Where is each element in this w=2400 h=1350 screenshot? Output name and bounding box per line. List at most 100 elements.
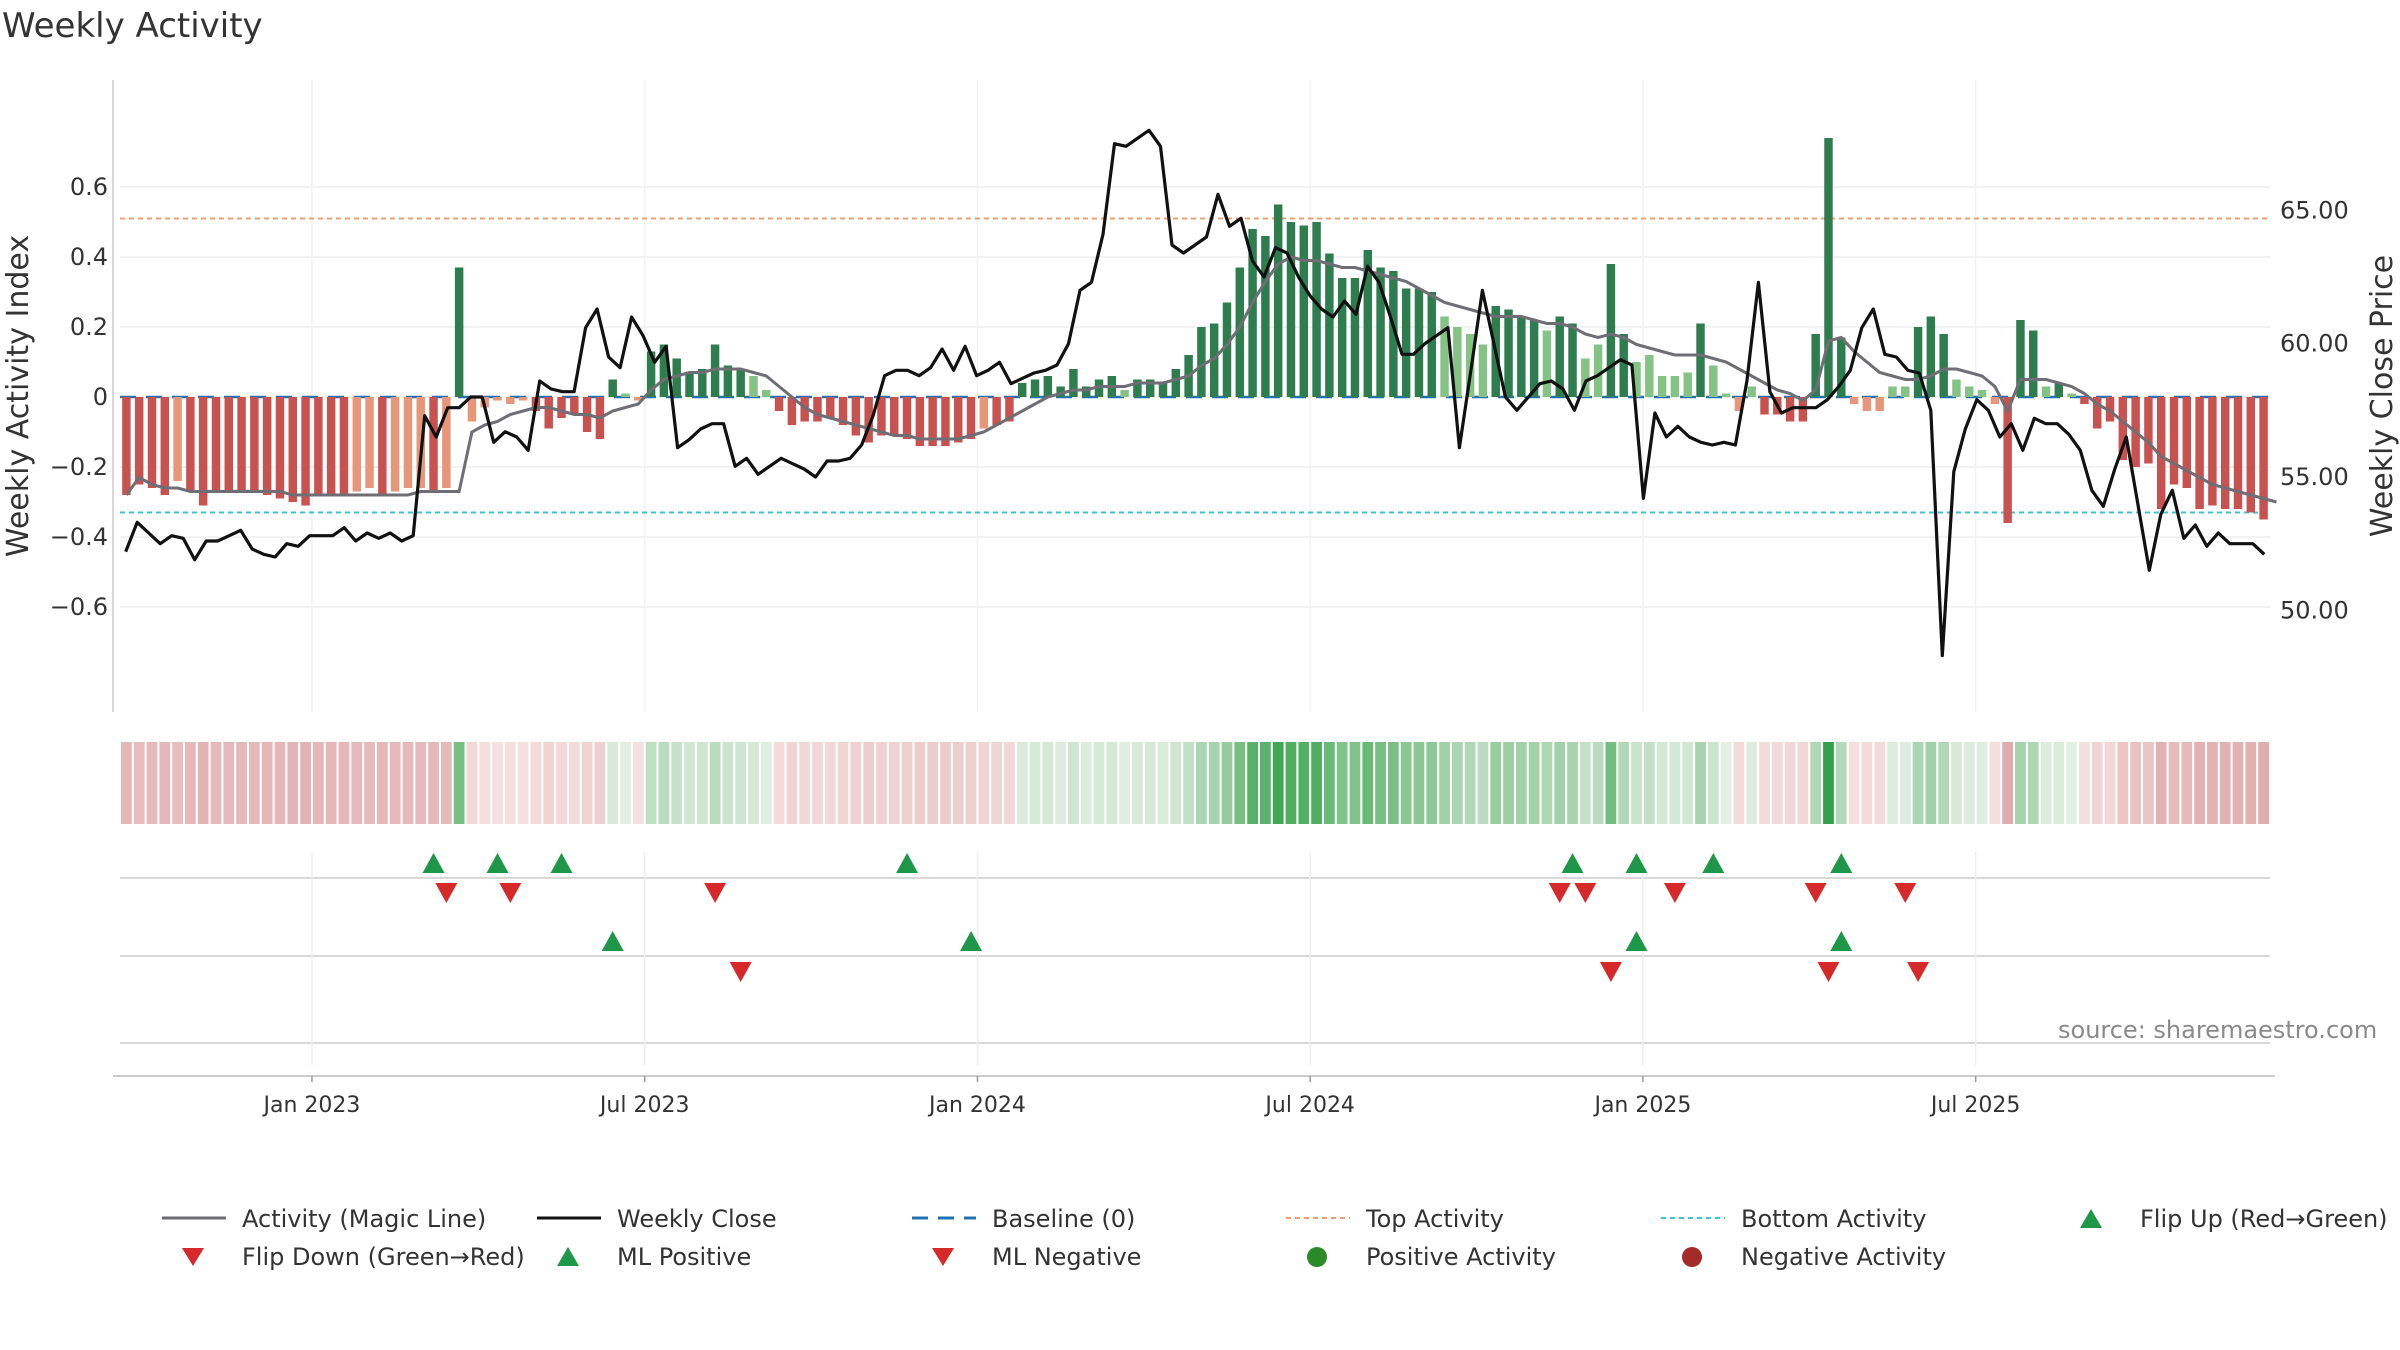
flip-down-marker: [1548, 883, 1571, 903]
heat-cell: [274, 742, 286, 824]
activity-bar: [1453, 327, 1462, 397]
heat-cell: [2181, 742, 2193, 824]
y-tick-label: 0.4: [70, 243, 108, 271]
y-axis-label: Weekly Activity Index: [1, 235, 36, 557]
heat-cell: [1874, 742, 1886, 824]
heat-cell: [1631, 742, 1642, 824]
activity-bar: [1248, 229, 1257, 397]
activity-bar: [1376, 267, 1385, 397]
activity-bar: [1145, 379, 1155, 397]
heat-cell: [2117, 742, 2129, 824]
heat-cell: [415, 742, 427, 824]
heat-cell: [978, 742, 990, 824]
legend-label: ML Positive: [617, 1243, 752, 1271]
activity-bar: [2016, 320, 2025, 397]
activity-bar: [1401, 288, 1411, 397]
activity-bar: [966, 397, 976, 439]
activity-bar: [915, 397, 925, 446]
x-tick-label: Jul 2023: [598, 1093, 690, 1118]
ml-positive-marker: [960, 931, 983, 951]
heat-cell: [607, 742, 619, 824]
activity-bar: [838, 397, 848, 425]
heat-cell: [376, 742, 388, 824]
y2-tick-label: 65.00: [2280, 196, 2349, 224]
flip-up-marker: [1830, 853, 1853, 873]
heat-cell: [1208, 742, 1220, 824]
heat-cell: [517, 742, 529, 824]
heat-cell: [1759, 742, 1770, 824]
heat-cell: [2207, 742, 2218, 824]
activity-bar: [429, 397, 438, 492]
activity-bar: [2246, 397, 2256, 513]
heat-cell: [1720, 742, 1732, 824]
activity-bar: [454, 267, 464, 397]
heat-cell: [172, 742, 183, 824]
legend-label: Weekly Close: [617, 1205, 777, 1233]
activity-bar: [1325, 253, 1334, 397]
heat-cell: [1400, 742, 1412, 824]
activity-bar: [749, 376, 758, 397]
heat-cell: [2194, 742, 2205, 824]
heat-cell: [1695, 742, 1706, 824]
heat-cell: [210, 742, 222, 824]
activity-bar: [570, 397, 579, 415]
heat-cell: [389, 742, 401, 824]
heat-cell: [888, 742, 900, 824]
legend-swatch: [537, 1216, 601, 1220]
activity-bar: [1901, 386, 1910, 397]
heat-cell: [1311, 742, 1322, 824]
activity-bar: [1517, 316, 1526, 397]
heat-cell: [312, 742, 324, 824]
legend-label: Flip Down (Green→Red): [242, 1243, 525, 1271]
activity-bar: [954, 397, 963, 443]
activity-bar: [890, 397, 899, 436]
activity-bar: [685, 372, 694, 397]
heat-cell: [1413, 742, 1425, 824]
activity-bar: [173, 397, 182, 481]
heat-cell: [1285, 742, 1297, 824]
legend-swatch: [162, 1216, 226, 1220]
legend-swatch: [1682, 1247, 1702, 1267]
activity-bar: [1286, 222, 1296, 397]
activity-bar: [1913, 327, 1923, 397]
activity-bar: [134, 397, 144, 485]
activity-bar: [826, 397, 835, 418]
heat-cell: [1848, 742, 1860, 824]
activity-bar: [2182, 397, 2192, 488]
flip-down-marker: [1663, 883, 1686, 903]
heat-cell: [1042, 742, 1054, 824]
heat-cell: [2091, 742, 2103, 824]
activity-bar: [1133, 379, 1142, 397]
activity-bar: [864, 397, 873, 443]
ml-negative-marker: [1817, 962, 1840, 982]
legend-item: Negative Activity: [1659, 1243, 1946, 1271]
heat-cell: [1004, 742, 1015, 824]
legend-swatch: [557, 1247, 579, 1266]
activity-bar: [723, 365, 733, 397]
heat-cell: [1132, 742, 1143, 824]
activity-bar: [1158, 383, 1168, 397]
heat-cell: [1989, 742, 2001, 824]
heat-cell: [786, 742, 798, 824]
heat-cell: [1605, 742, 1617, 824]
activity-bar: [2118, 397, 2128, 460]
heat-cell: [594, 742, 606, 824]
heat-cell: [1349, 742, 1361, 824]
heat-cell: [146, 742, 158, 824]
heat-cell: [2104, 742, 2116, 824]
activity-bar: [211, 397, 221, 492]
activity-bar: [2080, 397, 2089, 404]
heat-cell: [1925, 742, 1937, 824]
activity-bar: [659, 344, 669, 397]
activity-bar: [378, 397, 387, 495]
heat-cell: [748, 742, 759, 824]
heat-cell: [952, 742, 964, 824]
heat-cell: [1439, 742, 1450, 824]
heat-cell: [1464, 742, 1476, 824]
activity-bar: [608, 379, 617, 397]
heat-cell: [927, 742, 939, 824]
activity-bar: [493, 397, 502, 401]
heat-cell: [1887, 742, 1898, 824]
activity-bar: [2093, 397, 2102, 429]
activity-bar: [2195, 397, 2204, 509]
